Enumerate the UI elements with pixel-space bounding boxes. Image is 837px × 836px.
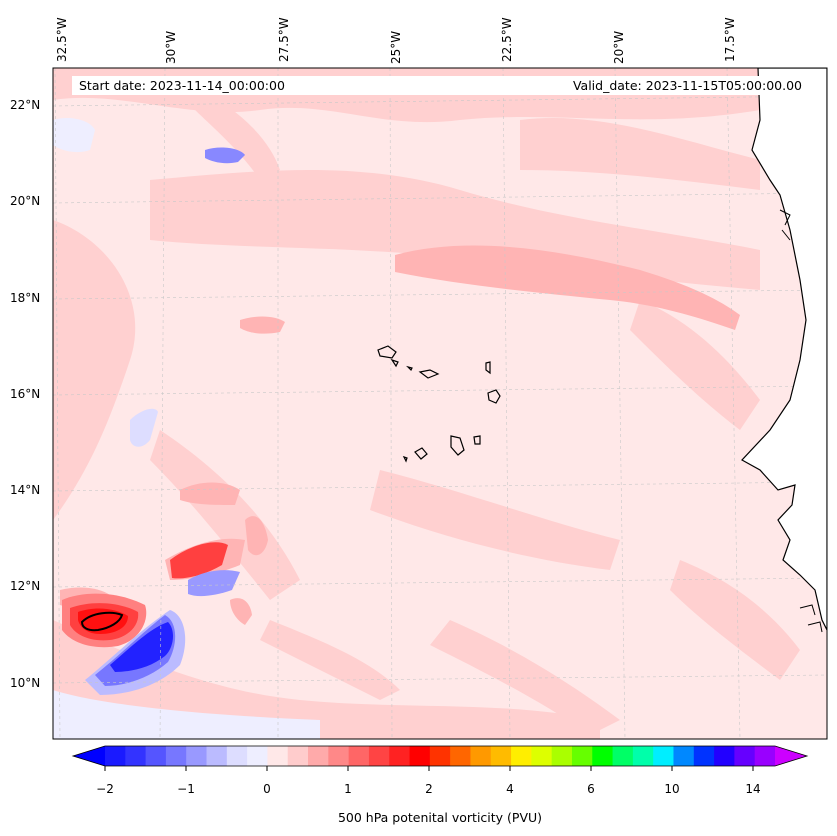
- pv-minimum-region: [53, 118, 320, 739]
- africa-coast: [741, 68, 827, 631]
- colorbar-tick-label: 1: [344, 782, 352, 796]
- colorbar-cell: [673, 746, 695, 766]
- colorbar-cell: [348, 746, 370, 766]
- colorbar-cell: [714, 746, 735, 766]
- colorbar-cell: [429, 746, 451, 766]
- pv-contours-light: [53, 68, 827, 739]
- colorbar-cell: [632, 746, 654, 766]
- lon-label-25w: 25°W: [389, 30, 403, 64]
- colorbar-cell: [105, 746, 126, 766]
- lat-label-16n: 16°N: [10, 387, 41, 401]
- lat-label-18n: 18°N: [10, 291, 41, 305]
- lat-label-10n: 10°N: [10, 676, 41, 690]
- colorbar-cell: [389, 746, 411, 766]
- colorbar-cell: [267, 746, 289, 766]
- map-frame: [52, 67, 828, 740]
- colorbar-cell: [145, 746, 167, 766]
- colorbar-cell: [511, 746, 532, 766]
- colorbar-cell: [206, 746, 228, 766]
- colorbar: [71, 745, 809, 771]
- colorbar-cell: [287, 746, 309, 766]
- colorbar-cell: [531, 746, 553, 766]
- lat-label-20n: 20°N: [10, 194, 41, 208]
- colorbar-tick-label: 14: [745, 782, 761, 796]
- colorbar-cell: [409, 746, 431, 766]
- colorbar-title: 500 hPa potenital vorticity (PVU): [337, 810, 543, 825]
- colorbar-tick-label: 0: [263, 782, 271, 796]
- colorbar-tick-label: 10: [664, 782, 680, 796]
- colorbar-cell: [328, 746, 350, 766]
- colorbar-cell: [653, 746, 675, 766]
- pv-maximum-region: [62, 542, 228, 648]
- colorbar-tick-label: 6: [587, 782, 595, 796]
- colorbar-cell: [308, 746, 329, 766]
- lon-label-22-5w: 22.5°W: [500, 17, 514, 62]
- colorbar-cell: [734, 746, 756, 766]
- colorbar-cell: [247, 746, 269, 766]
- colorbar-cell: [592, 746, 614, 766]
- cape-verde-islands: [377, 345, 501, 463]
- graticule: [53, 68, 827, 739]
- lon-label-27-5w: 27.5°W: [277, 17, 291, 62]
- colorbar-tick-label: −1: [177, 782, 195, 796]
- colorbar-cell: [226, 746, 248, 766]
- colorbar-cell: [125, 746, 147, 766]
- lat-label-22n: 22°N: [10, 98, 41, 112]
- lat-label-12n: 12°N: [10, 579, 41, 593]
- colorbar-cell: [186, 746, 208, 766]
- colorbar-under-arrow: [73, 746, 105, 766]
- colorbar-cell: [450, 746, 472, 766]
- lon-label-30w: 30°W: [164, 30, 178, 64]
- colorbar-cell: [470, 746, 492, 766]
- africa-coast-details: [779, 209, 823, 633]
- colorbar-tick-label: 2: [425, 782, 433, 796]
- colorbar-cell: [693, 746, 715, 766]
- colorbar-cell: [368, 746, 390, 766]
- colorbar-cell: [754, 746, 776, 766]
- lon-label-32-5w: 32.5°W: [55, 17, 69, 62]
- colorbar-tick-label: 4: [506, 782, 514, 796]
- colorbar-cell: [490, 746, 512, 766]
- colorbar-cell: [612, 746, 634, 766]
- valid-date-banner: Valid_date: 2023-11-15T05:00:00.00: [540, 76, 808, 95]
- colorbar-cell: [551, 746, 573, 766]
- colorbar-over-arrow: [775, 746, 807, 766]
- colorbar-cell: [165, 746, 187, 766]
- lon-label-20w: 20°W: [612, 30, 626, 64]
- lon-label-17-5w: 17.5°W: [723, 17, 737, 62]
- colorbar-tick-label: −2: [96, 782, 114, 796]
- start-date-banner: Start date: 2023-11-14_00:00:00: [72, 76, 547, 95]
- lat-label-14n: 14°N: [10, 483, 41, 497]
- colorbar-cell: [571, 746, 593, 766]
